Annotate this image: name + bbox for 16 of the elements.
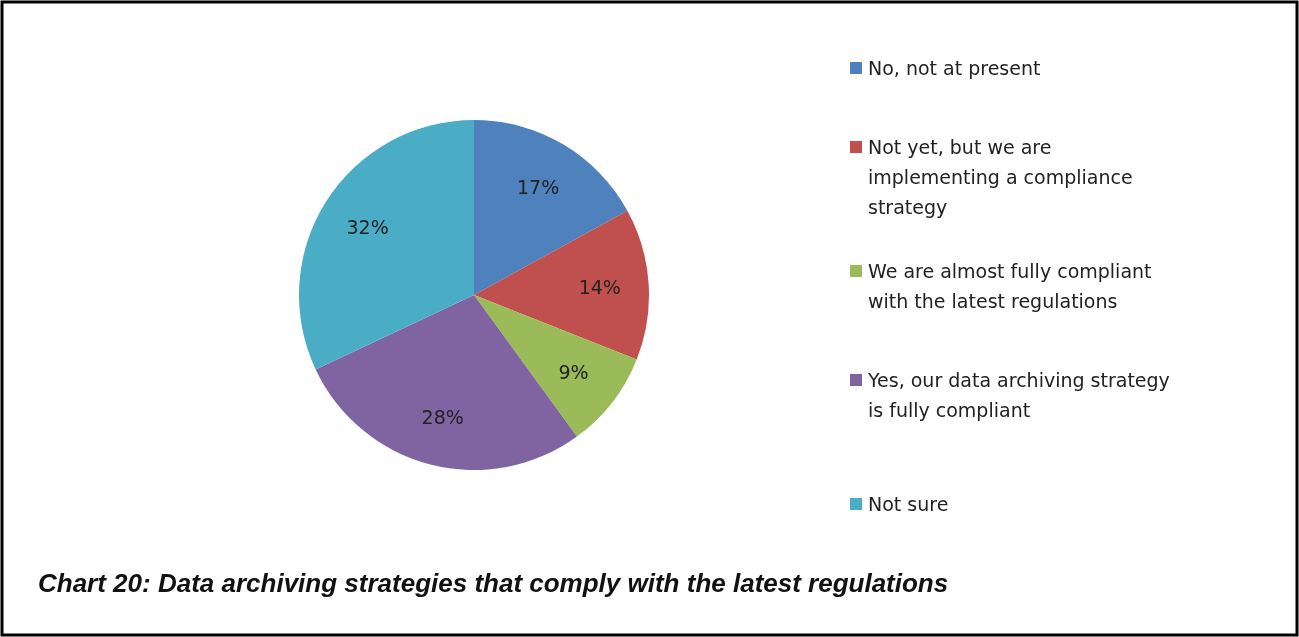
data-label: 9% xyxy=(558,361,589,384)
pie-slice xyxy=(474,210,649,360)
legend-entry: We are almost fully compliant with the latest regulations xyxy=(850,260,1152,312)
legend-label: Not sure xyxy=(868,493,949,515)
data-label: 14% xyxy=(578,276,621,299)
data-label: 28% xyxy=(421,406,464,429)
pie-slice xyxy=(299,120,474,370)
legend-entry: No, not at present xyxy=(850,57,1041,79)
text: Chart 20: Data archiving strategies that comply with the latest regulations xyxy=(38,568,949,598)
pie-slice xyxy=(474,120,628,295)
data-label: 17% xyxy=(517,175,560,198)
legend-entry: Yes, our data archiving strategy is fully compliant xyxy=(850,369,1170,421)
legend-entry: Not sure xyxy=(850,493,949,515)
pie-slice xyxy=(474,295,637,437)
data-label: 32% xyxy=(346,216,389,239)
legend-entry: Not yet, but we are implementing a compliance strategy xyxy=(850,136,1133,218)
